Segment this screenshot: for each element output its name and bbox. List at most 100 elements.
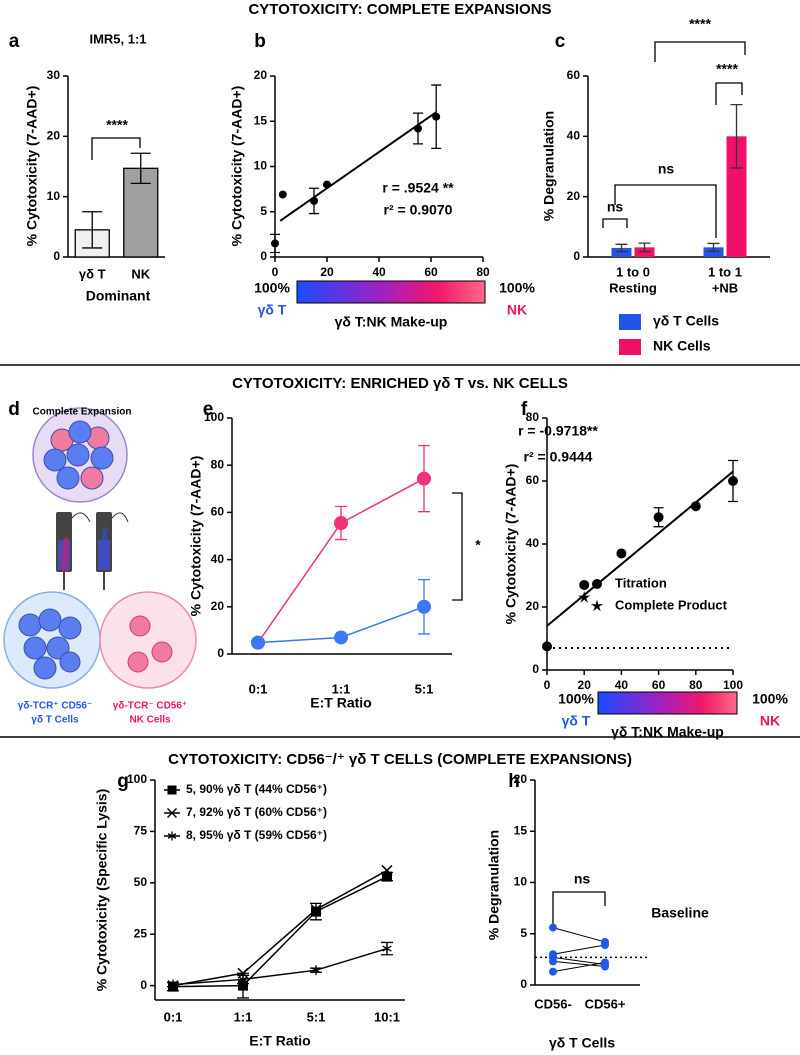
diagram-label: γδ T Cells (31, 715, 79, 726)
pair-line (552, 960, 606, 968)
x-axis-label: E:T Ratio (249, 1033, 310, 1049)
x-tick-label: 0:1 (249, 681, 268, 696)
x-axis-label: E:T Ratio (310, 695, 371, 711)
marker (590, 599, 604, 612)
pair-line (552, 927, 606, 943)
y-tick-label: 0 (520, 977, 527, 991)
x-tick-label: 0 (272, 265, 279, 279)
x-tick-label: CD56- (534, 996, 572, 1011)
bracket (452, 492, 463, 601)
y-tick-label: 5 (260, 204, 267, 218)
y-axis-label: % Degranulation (486, 830, 502, 940)
marker (310, 904, 322, 916)
marker (417, 471, 431, 486)
annotation: ns (574, 871, 591, 887)
y-axis-label: % Cytotoxicity (7-AAD+) (503, 464, 519, 625)
marker (334, 516, 348, 531)
y-axis-label: % Cytotoxicity (7-AAD+) (24, 86, 40, 247)
y-tick-label: 40 (526, 536, 540, 550)
marker (237, 967, 249, 979)
pair-line (552, 956, 606, 965)
pair-line (552, 961, 606, 973)
y-axis-label: % Degranulation (541, 111, 557, 221)
x-tick-label: 1 to 0 (616, 264, 650, 279)
marker (166, 807, 178, 819)
colorbar-label: γδ T (562, 713, 591, 729)
series-line (172, 869, 388, 987)
error-bar (730, 104, 743, 169)
legend-label: 7, 92% γδ T (60% CD56⁺) (186, 805, 327, 819)
y-tick-label: 40 (567, 129, 581, 143)
y-tick-label: 100 (204, 410, 224, 424)
pair-line (552, 944, 606, 955)
marker (432, 112, 441, 121)
x-axis-label: γδ T Cells (549, 1035, 615, 1051)
x-tick-label: 20 (320, 265, 334, 279)
bracket (654, 41, 746, 62)
bracket (552, 891, 606, 930)
y-tick-label: 0 (217, 646, 224, 660)
annotation: **** (689, 16, 711, 32)
marker (542, 641, 552, 652)
y-tick-label: 15 (254, 113, 268, 127)
x-tick-label: 20 (578, 678, 592, 692)
annotation: * (475, 537, 481, 553)
panel-letter: b (254, 31, 266, 52)
fit-line (279, 111, 437, 222)
x-tick-label: 1 to 1 (708, 264, 742, 279)
marker (549, 967, 557, 976)
x-tick-label: 0 (544, 678, 551, 692)
x-axis-label: Dominant (86, 288, 151, 304)
x-tick-label: 5:1 (415, 681, 434, 696)
chart-title: IMR5, 1:1 (89, 31, 146, 46)
marker (549, 923, 557, 932)
x-tick-label: 80 (476, 265, 490, 279)
annotation: ns (607, 199, 624, 215)
marker (251, 635, 265, 650)
x-tick-label: 1:1 (332, 681, 351, 696)
series-line (257, 477, 425, 644)
section-title: CYTOTOXICITY: ENRICHED γδ T vs. NK CELLS (232, 375, 568, 392)
y-tick-label: 20 (211, 599, 225, 613)
y-tick-label: 20 (567, 189, 581, 203)
panel-letter: h (508, 771, 520, 792)
y-tick-label: 30 (47, 68, 61, 82)
y-tick-label: 10 (47, 189, 61, 203)
x-tick-label: 60 (424, 265, 438, 279)
error-bar (82, 211, 103, 249)
annotation: **** (106, 117, 128, 133)
diagram-label: γδ-TCRdep (100, 527, 109, 570)
y-tick-label: 60 (567, 68, 581, 82)
y-tick-label: 10 (254, 159, 268, 173)
legend-label: Complete Product (615, 597, 728, 612)
colorbar-label: 100% (254, 280, 290, 296)
x-tick-label: 0:1 (164, 1009, 183, 1024)
diagram-label: γδ-TCR⁻ CD56⁺ (113, 701, 187, 712)
y-tick-label: 0 (573, 249, 580, 263)
panel-letter: c (555, 31, 566, 52)
diagram-label: CD56dep (61, 538, 70, 573)
y-tick-label: 100 (127, 772, 147, 786)
annotation: r² = 0.9444 (524, 449, 593, 465)
colorbar-title: γδ T:NK Make-up (611, 724, 724, 740)
bracket (614, 184, 717, 238)
legend-label: 5, 90% γδ T (44% CD56⁺) (186, 782, 327, 796)
x-tick-label: 80 (689, 678, 703, 692)
x-tick-label: 40 (372, 265, 386, 279)
y-tick-label: 0 (532, 662, 539, 676)
marker (578, 591, 591, 603)
fit-line (546, 470, 734, 627)
colorbar-label: 100% (558, 691, 594, 707)
marker (238, 980, 248, 991)
marker (601, 958, 609, 967)
y-tick-label: 75 (134, 824, 148, 838)
colorbar-label: 100% (499, 280, 535, 296)
marker (653, 512, 664, 523)
x-tick-sublabel: Resting (609, 280, 657, 295)
y-tick-label: 10 (514, 875, 528, 889)
error-bar (130, 152, 151, 185)
y-tick-label: 20 (47, 129, 61, 143)
x-tick-label: γδ T (79, 266, 106, 281)
marker (310, 196, 318, 205)
